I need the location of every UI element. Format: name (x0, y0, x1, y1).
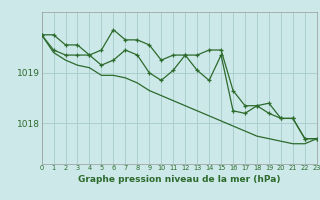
X-axis label: Graphe pression niveau de la mer (hPa): Graphe pression niveau de la mer (hPa) (78, 175, 280, 184)
